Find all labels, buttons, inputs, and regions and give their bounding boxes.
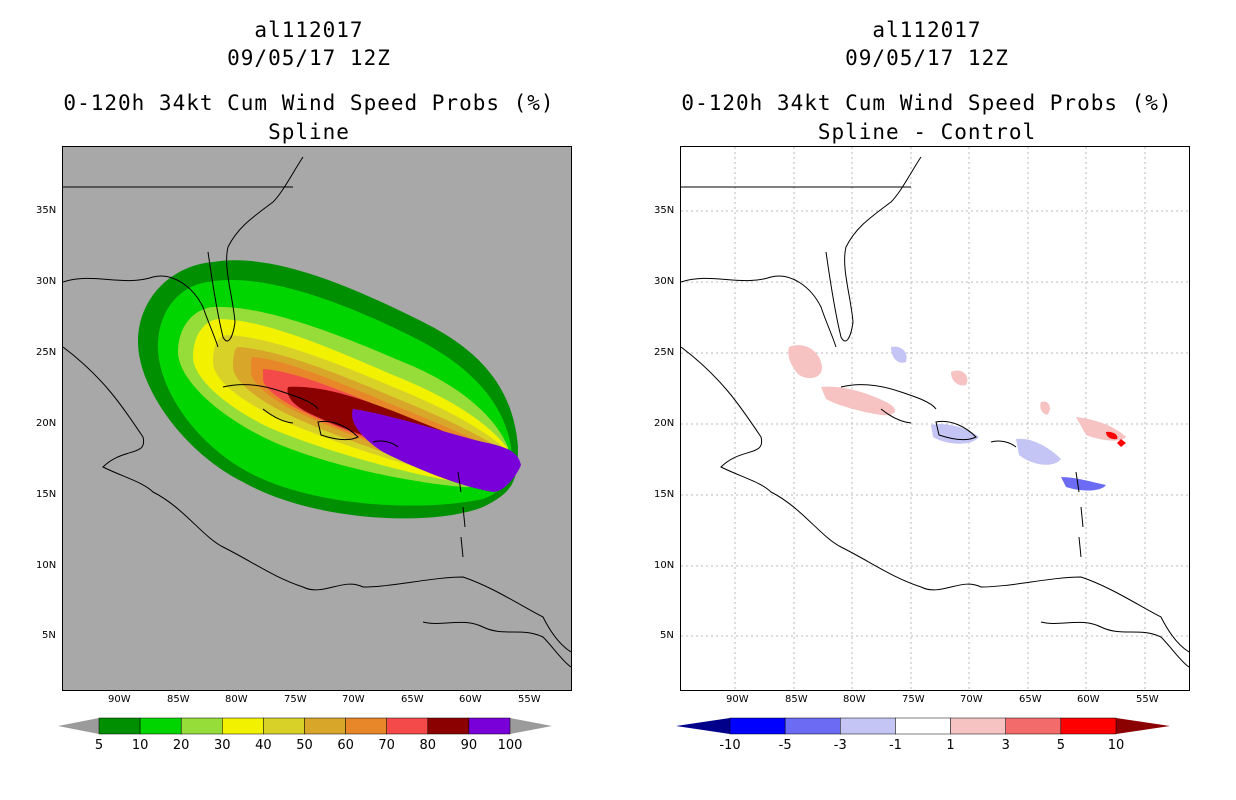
right-panel: al112017 09/05/17 12Z 0-120h 34kt Cum Wi…: [618, 0, 1236, 800]
lon-label-85w: 85W: [785, 694, 808, 705]
colorbar-segment: [1005, 717, 1062, 735]
lon-label-70w: 70W: [342, 694, 365, 705]
difference-areas: [788, 345, 1126, 491]
colorbar-label: 50: [296, 738, 313, 753]
probability-swath: [138, 260, 521, 519]
colorbar-label: 40: [255, 738, 272, 753]
colorbar-segment: [950, 717, 1006, 735]
lon-label-75w: 75W: [284, 694, 307, 705]
colorbar-end-high: [510, 718, 552, 734]
lat-label-20n: 20N: [654, 418, 675, 429]
lon-label-55w: 55W: [518, 694, 541, 705]
colorbar-label: 90: [460, 738, 478, 753]
colorbar-segment: [427, 717, 470, 735]
colorbar-difference: -10 -5 -3 -1 1 3 5 10: [618, 716, 1236, 766]
colorbar-label: 60: [337, 738, 354, 753]
colorbar-segment: [468, 717, 511, 735]
product-title: 0-120h 34kt Cum Wind Speed Probs (%): [681, 91, 1173, 115]
colorbar-segment: [386, 717, 429, 735]
colorbar-label: 100: [497, 738, 523, 753]
lon-label-90w: 90W: [726, 694, 749, 705]
method-title: Spline: [268, 120, 350, 144]
colorbar-label: -5: [778, 738, 792, 753]
difference-map-svg: [681, 147, 1189, 690]
forecast-time: 09/05/17 12Z: [227, 46, 391, 70]
colorbar-label: 3: [1001, 738, 1010, 753]
coastlines: [63, 156, 571, 668]
colorbar-label: 10: [1107, 738, 1125, 753]
colorbar-label: 10: [131, 738, 149, 753]
colorbar-label: 70: [378, 738, 395, 753]
colorbar-segment: [1060, 717, 1117, 735]
method-title: Spline - Control: [817, 120, 1037, 144]
difference-map: [680, 146, 1190, 691]
lat-label-5n: 5N: [660, 630, 674, 641]
colorbar-label: 80: [419, 738, 437, 753]
colorbar-probability: 5 10 20 30 40 50 60 70 80 90 100: [0, 716, 618, 766]
lat-label-35n: 35N: [654, 205, 675, 216]
lat-label-30n: 30N: [654, 276, 675, 287]
colorbar-label: 5: [1056, 738, 1065, 753]
lon-label-60w: 60W: [459, 694, 482, 705]
lon-label-70w: 70W: [960, 694, 983, 705]
colorbar-segment: [139, 717, 182, 735]
storm-id: al112017: [872, 18, 982, 42]
colorbar-segment: [180, 717, 223, 735]
lat-label-25n: 25N: [654, 347, 675, 358]
storm-id: al112017: [254, 18, 364, 42]
colorbar-segment: [98, 717, 141, 735]
lon-label-55w: 55W: [1136, 694, 1159, 705]
lon-label-80w: 80W: [843, 694, 866, 705]
lon-label-90w: 90W: [108, 694, 131, 705]
lat-label-5n: 5N: [42, 630, 56, 641]
lon-label-80w: 80W: [225, 694, 248, 705]
colorbar-segment: [345, 717, 387, 735]
colorbar-segment: [222, 717, 264, 735]
colorbar-segment: [784, 717, 841, 735]
colorbar-segment: [895, 717, 951, 735]
colorbar-end-high: [1116, 718, 1170, 734]
lat-label-10n: 10N: [654, 560, 675, 571]
colorbar-label: -1: [888, 738, 902, 753]
colorbar-label: 5: [94, 738, 104, 753]
colorbar-probability-svg: [58, 717, 552, 735]
lon-label-60w: 60W: [1077, 694, 1100, 705]
grid-lines: [681, 147, 1189, 690]
lat-label-25n: 25N: [36, 347, 57, 358]
colorbar-label: 30: [214, 738, 231, 753]
colorbar-label: -10: [719, 738, 741, 753]
forecast-time: 09/05/17 12Z: [845, 46, 1009, 70]
lat-label-15n: 15N: [36, 489, 57, 500]
lon-label-65w: 65W: [401, 694, 424, 705]
lat-label-20n: 20N: [36, 418, 57, 429]
lon-label-85w: 85W: [167, 694, 190, 705]
lon-label-75w: 75W: [902, 694, 925, 705]
lat-label-10n: 10N: [36, 560, 57, 571]
colorbar-end-low: [58, 718, 99, 734]
colorbar-segment: [840, 717, 896, 735]
product-title: 0-120h 34kt Cum Wind Speed Probs (%): [63, 91, 555, 115]
lat-label-35n: 35N: [36, 205, 57, 216]
probability-map-svg: [63, 156, 571, 668]
colorbar-label: 1: [946, 738, 955, 753]
lat-label-30n: 30N: [36, 276, 57, 287]
colorbar-difference-svg: [676, 717, 1170, 735]
colorbar-segment: [263, 717, 305, 735]
probability-map: 35N: [62, 146, 572, 691]
colorbar-label: 20: [172, 738, 190, 753]
colorbar-segment: [729, 717, 786, 735]
lat-label-15n: 15N: [654, 489, 675, 500]
lon-label-65w: 65W: [1019, 694, 1042, 705]
colorbar-label: -3: [833, 738, 847, 753]
coastlines: [681, 156, 1189, 668]
colorbar-end-low: [676, 718, 730, 734]
colorbar-segment: [304, 717, 346, 735]
left-panel: al112017 09/05/17 12Z 0-120h 34kt Cum Wi…: [0, 18, 618, 766]
